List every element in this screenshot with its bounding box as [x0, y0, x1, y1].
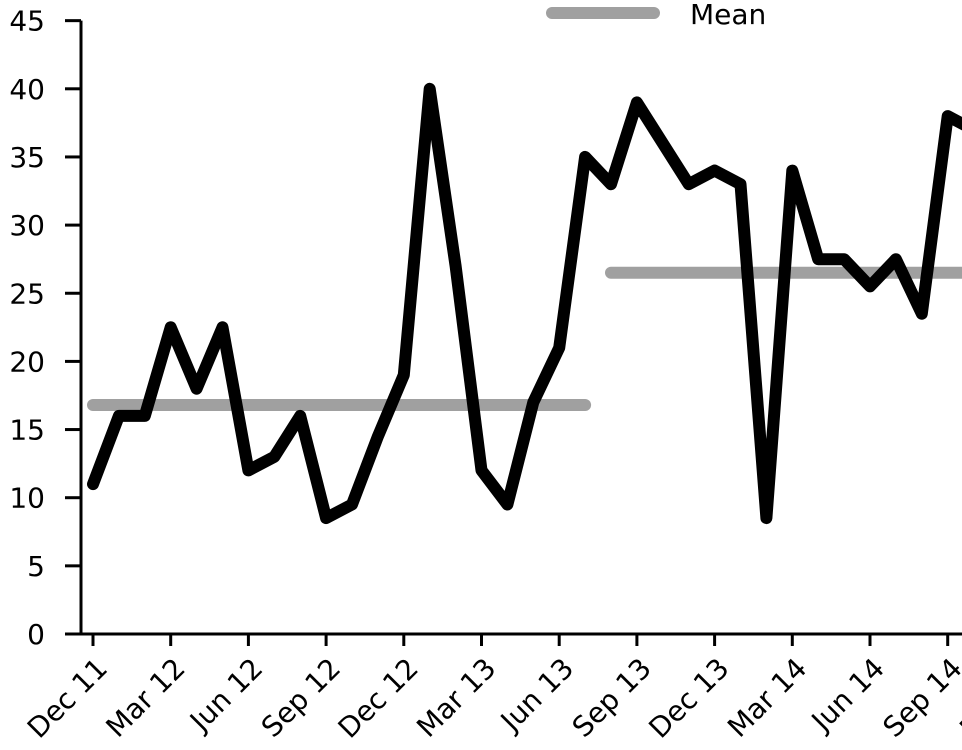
y-tick-label: 25	[9, 277, 45, 310]
x-tick-label: Sep 13	[566, 652, 658, 744]
data-series	[87, 82, 962, 525]
x-tick-label: Mar 13	[410, 652, 502, 744]
y-tick-label: 40	[9, 73, 45, 106]
y-tick-label: 30	[9, 209, 45, 242]
x-tick-label: Jun 14	[804, 652, 891, 739]
x-tick-label: Dec 13	[642, 652, 735, 745]
y-tick-label: 0	[27, 618, 45, 651]
x-tick-label: Sep 12	[255, 652, 347, 744]
x-tick-label: Dec 11	[21, 652, 114, 745]
y-axis-ticks: 0 5 10 15 20 25 30 35 40 45	[9, 5, 81, 651]
data-line	[87, 82, 962, 525]
x-tick-label: Sep 14	[877, 652, 962, 744]
y-tick-label: 5	[27, 550, 45, 583]
x-tick-label: Mar 12	[99, 652, 191, 744]
mean-series	[87, 266, 962, 412]
legend-label: Mean	[690, 0, 766, 31]
y-tick-label: 45	[9, 5, 45, 38]
y-tick-label: 35	[9, 141, 45, 174]
y-tick-label: 15	[9, 414, 45, 447]
y-tick-label: 20	[9, 345, 45, 378]
y-tick-label: 10	[9, 482, 45, 515]
x-tick-label: Mar 14	[721, 652, 813, 744]
x-tick-label: Dec 12	[332, 652, 425, 745]
axes	[79, 20, 962, 636]
x-tick-label: Jun 12	[182, 652, 269, 739]
legend: Mean	[546, 0, 766, 31]
x-tick-label: Jun 13	[493, 652, 580, 739]
